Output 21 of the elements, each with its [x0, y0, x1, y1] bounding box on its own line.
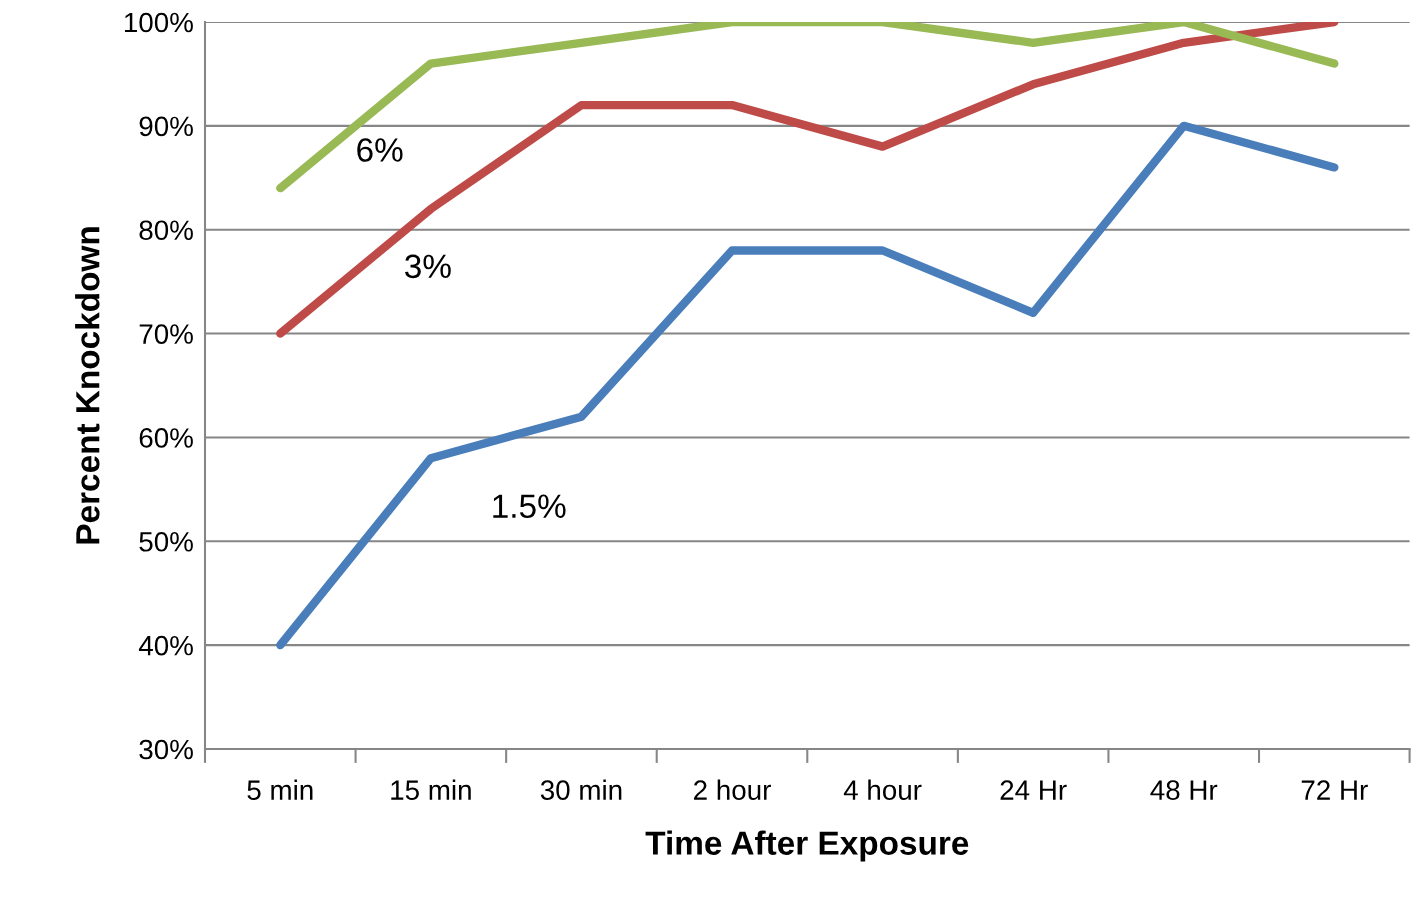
y-tick-label: 100%: [124, 12, 193, 33]
y-axis-title: Percent Knockdown: [75, 227, 100, 544]
x-tick-label: 4 hour: [843, 779, 922, 800]
series-label: 3%: [405, 254, 451, 279]
x-tick-label: 2 hour: [694, 779, 771, 800]
y-tick-label: 40%: [138, 635, 193, 656]
x-tick-label: 48 Hr: [1150, 780, 1218, 800]
y-tick-label: 90%: [139, 116, 193, 137]
y-tick-label: 60%: [139, 428, 193, 448]
x-tick-label: 30 min: [540, 779, 622, 800]
x-tick-label: 72 Hr: [1301, 780, 1368, 800]
y-tick-label: 30%: [139, 739, 193, 760]
y-tick-label: 80%: [139, 220, 193, 241]
y-tick-label: 70%: [139, 324, 193, 344]
series-label: 6%: [357, 138, 403, 162]
x-tick-label: 24 Hr: [1000, 780, 1067, 800]
x-axis-title: Time After Exposure: [645, 830, 969, 862]
series-label: 1.5%: [493, 494, 566, 519]
y-tick-label: 50%: [139, 531, 193, 552]
x-tick-label: 5 min: [247, 779, 313, 800]
x-tick-label: 15 min: [391, 779, 471, 800]
